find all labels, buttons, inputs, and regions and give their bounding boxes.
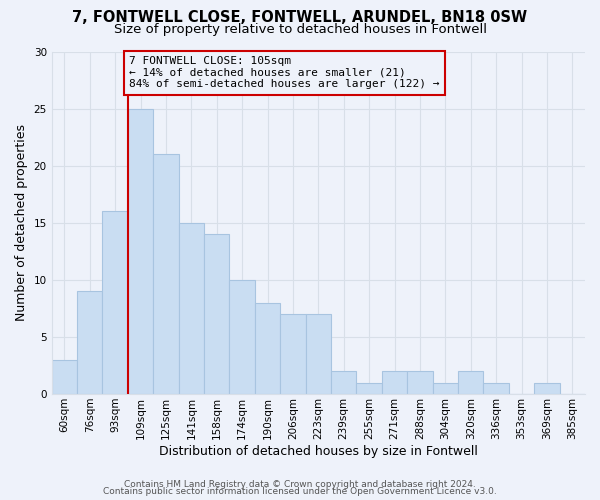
Bar [382,371,407,394]
Bar [229,280,255,394]
Bar [204,234,229,394]
Text: Contains HM Land Registry data © Crown copyright and database right 2024.: Contains HM Land Registry data © Crown c… [124,480,476,489]
X-axis label: Distribution of detached houses by size in Fontwell: Distribution of detached houses by size … [159,444,478,458]
Text: 7, FONTWELL CLOSE, FONTWELL, ARUNDEL, BN18 0SW: 7, FONTWELL CLOSE, FONTWELL, ARUNDEL, BN… [73,10,527,25]
Bar [255,302,280,394]
Text: 7 FONTWELL CLOSE: 105sqm
← 14% of detached houses are smaller (21)
84% of semi-d: 7 FONTWELL CLOSE: 105sqm ← 14% of detach… [129,56,440,90]
Bar [179,223,204,394]
Bar [153,154,179,394]
Bar [433,382,458,394]
Text: Contains public sector information licensed under the Open Government Licence v3: Contains public sector information licen… [103,487,497,496]
Bar [52,360,77,394]
Bar [128,108,153,394]
Bar [331,371,356,394]
Bar [458,371,484,394]
Bar [484,382,509,394]
Bar [77,292,103,394]
Bar [356,382,382,394]
Text: Size of property relative to detached houses in Fontwell: Size of property relative to detached ho… [113,22,487,36]
Bar [407,371,433,394]
Bar [305,314,331,394]
Bar [103,212,128,394]
Bar [280,314,305,394]
Y-axis label: Number of detached properties: Number of detached properties [15,124,28,322]
Bar [534,382,560,394]
